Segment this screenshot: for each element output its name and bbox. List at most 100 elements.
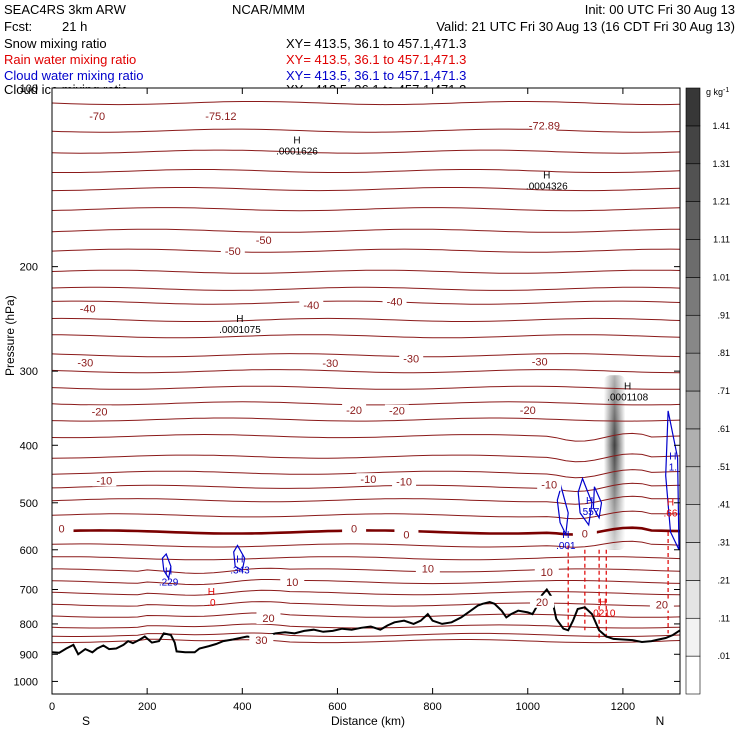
- field-xy-cloud-water: XY= 413.5, 36.1 to 457.1,471.3: [286, 68, 466, 83]
- extremum-marker: H: [208, 587, 215, 598]
- colorbar-swatch: [685, 163, 701, 202]
- contour-label-bg: [299, 298, 324, 311]
- contour-label: -30: [77, 357, 93, 369]
- contour-label: 0: [351, 524, 357, 536]
- isotherm-line: [52, 556, 680, 561]
- contour-label: -40: [80, 303, 96, 315]
- y-tick-label: 400: [20, 440, 38, 452]
- isotherm-line: [52, 432, 680, 442]
- experiment-title: SEAC4RS 3km ARW: [4, 2, 127, 17]
- isotherm-line: [52, 286, 680, 291]
- contour-label: -40: [387, 297, 403, 309]
- extremum-marker: H: [165, 566, 172, 577]
- extremum-value: .0: [207, 598, 216, 609]
- colorbar-tick-label: .21: [717, 575, 730, 585]
- extremum-value: .0001626: [276, 146, 318, 157]
- contour-label-bg: [75, 302, 100, 315]
- contour-label: -20: [92, 406, 108, 418]
- x-tick-label: 1200: [611, 701, 635, 713]
- extremum-value: .0004326: [526, 181, 568, 192]
- isotherm-line: [52, 228, 680, 233]
- colorbar-swatch: [685, 352, 701, 392]
- y-tick-label: 1000: [14, 676, 38, 688]
- contour-label-bg: [384, 404, 409, 417]
- isotherm-line: [52, 417, 680, 422]
- colorbar-tick-label: 1.11: [713, 235, 730, 245]
- extremum-marker: H: [293, 135, 300, 146]
- organization-label: NCAR/MMM: [232, 2, 305, 17]
- contour-label: 10: [422, 564, 434, 576]
- colorbar-swatch: [685, 617, 701, 657]
- y-tick-label: 700: [20, 585, 38, 597]
- contour-label: 0: [58, 524, 64, 536]
- extremum-value: .557: [580, 507, 600, 518]
- contour-label: 10: [541, 567, 553, 579]
- extremum-value: .0001108: [607, 392, 648, 403]
- isotherm-line: [52, 495, 680, 505]
- isotherm-line: [52, 317, 680, 322]
- north-label: N: [656, 714, 665, 728]
- cloud-water-contour: [233, 544, 246, 572]
- colorbar-tick-label: .11: [718, 613, 730, 623]
- contour-label-bg: [220, 245, 245, 258]
- extremum-value: .229: [159, 577, 179, 588]
- contour-label: -20: [389, 406, 405, 418]
- contour-labels: -70 -75.12 -72.89 -50 -50 -40 -40 -40 -30 -30 -30 -…: [52, 110, 674, 647]
- contour-label: -40: [303, 300, 319, 312]
- colorbar-tick-label: .71: [717, 386, 730, 396]
- isotherm-line: [52, 334, 680, 339]
- colorbar-swatch: [685, 277, 701, 316]
- extremum-marker: H: [624, 381, 631, 392]
- contour-label-bg: [532, 119, 557, 132]
- plot-area: -70 -75.12 -72.89 -50 -50 -40 -40 -40 -30 -30 -30 -…: [52, 88, 680, 694]
- contour-label-bg: [92, 474, 117, 487]
- colorbar-tick-label: 1.01: [712, 272, 730, 282]
- extremum-value: 1.: [669, 463, 677, 474]
- colorbar-swatch: [685, 580, 701, 619]
- valid-time: Valid: 21 UTC Fri 30 Aug 13 (16 CDT Fri …: [436, 19, 735, 34]
- isotherm-line: [52, 300, 680, 305]
- y-tick-label: 900: [20, 649, 38, 661]
- extremum-value: .0210: [590, 609, 615, 620]
- contour-label: 20: [656, 600, 668, 612]
- y-axis-label: Pressure (hPa): [3, 295, 17, 376]
- extremum-marker: H: [562, 530, 569, 541]
- contour-label-bg: [208, 110, 233, 123]
- x-axis-ticks: 0 200 400 600 800 1000 1200: [49, 88, 635, 713]
- extremum-value: .66: [664, 508, 678, 519]
- extremum-marker: H: [236, 314, 243, 325]
- field-xy-snow: XY= 413.5, 36.1 to 457.1,471.3: [286, 36, 466, 51]
- x-tick-label: 200: [138, 701, 156, 713]
- x-tick-label: 600: [328, 701, 346, 713]
- contour-label-bg: [251, 233, 276, 246]
- colorbar-tick-label: .51: [717, 462, 730, 472]
- contour-label-bg: [537, 478, 562, 491]
- y-tick-label: 500: [20, 498, 38, 510]
- isotherm-line: [52, 469, 680, 479]
- contour-label: -30: [403, 354, 419, 366]
- contour-label-bg: [342, 403, 367, 416]
- field-name-cloud-water: Cloud water mixing ratio: [4, 68, 143, 83]
- contour-label-bg: [572, 527, 597, 540]
- isotherm-line: [52, 207, 680, 212]
- contour-label-bg: [356, 473, 381, 486]
- contour-label: -30: [532, 356, 548, 368]
- contour-label-bg: [399, 352, 424, 365]
- contour-label: -10: [96, 475, 112, 487]
- contour-label: -20: [346, 405, 362, 417]
- rain-water-contours: [567, 531, 669, 640]
- contour-label: -10: [541, 480, 557, 492]
- isotherm-line: [52, 579, 680, 586]
- x-tick-label: 0: [49, 701, 55, 713]
- contour-label-bg: [515, 403, 540, 416]
- contour-label: -70: [89, 111, 105, 123]
- isotherm-line: [52, 187, 680, 192]
- contour-label: 0: [403, 530, 409, 542]
- snow-shading: [603, 375, 626, 550]
- colorbar-swatch: [685, 504, 701, 543]
- isotherm-line: [52, 589, 680, 596]
- colorbar-tick-label: .41: [717, 500, 730, 510]
- isotherm-line: [52, 269, 680, 274]
- cloud-water-contour: [592, 486, 603, 520]
